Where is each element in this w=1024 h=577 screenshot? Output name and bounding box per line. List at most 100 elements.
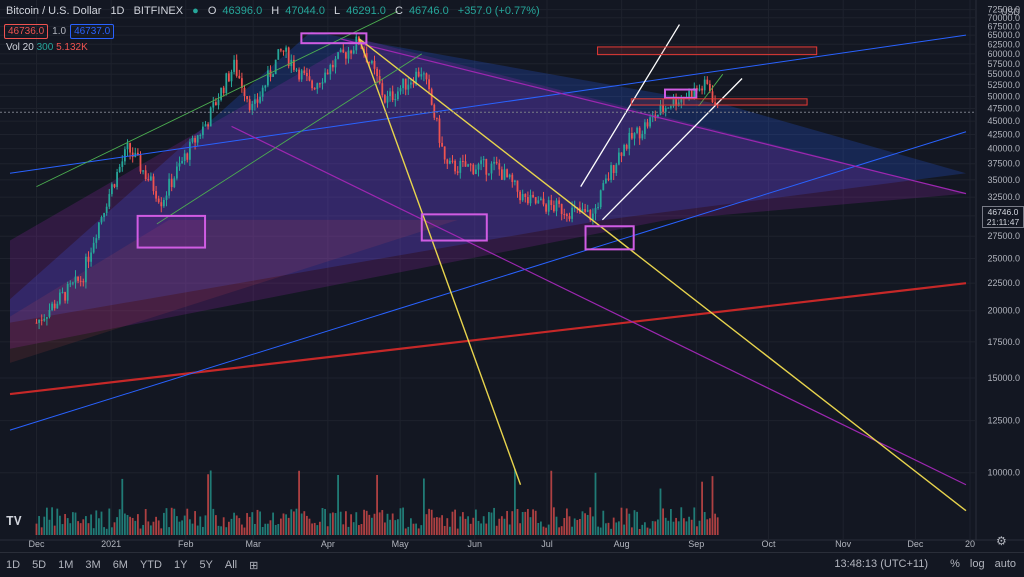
volume-bar [201,526,204,535]
candle [105,206,108,213]
volume-bar [589,507,592,535]
candle [500,169,503,180]
candle [347,50,350,59]
bottom-toolbar: 1D 5D 1M 3M 6M YTD 1Y 5Y All ⊞ 13:48:13 … [0,552,1024,577]
candle [222,87,225,94]
candle [433,104,436,118]
volume-bar [433,517,436,535]
tf-1d[interactable]: 1D [6,559,21,571]
candle [246,96,248,100]
tf-1y[interactable]: 1Y [173,559,188,571]
candle [253,99,256,104]
tf-ytd[interactable]: YTD [139,559,162,571]
tradingview-logo-icon[interactable]: 𝐓𝐕 [6,514,22,528]
volume-bar [638,528,641,535]
magenta-box-jul [584,225,635,251]
volume-bar [329,513,332,535]
candle [399,88,402,92]
tf-1m[interactable]: 1M [58,559,74,571]
candle [698,88,701,91]
volume-bar [217,525,220,535]
compare-range-icon[interactable]: ⊞ [249,559,259,572]
volume-bar [108,508,111,535]
volume-bar [599,527,602,535]
green-channel-upper [36,10,398,188]
candle [662,105,664,112]
candle [641,133,644,139]
buy-price[interactable]: 46737.0 [70,24,115,39]
tf-all[interactable]: All [224,559,238,571]
y-tick-label: 35000.0 [987,175,1020,185]
tf-3m[interactable]: 3M [85,559,101,571]
volume-bar [422,478,425,535]
volume-bar [295,508,298,535]
volume-bar [238,518,241,535]
y-tick-label: 42500.0 [987,129,1020,139]
tf-5d[interactable]: 5D [32,559,47,571]
candle [615,164,618,174]
gear-icon[interactable]: ⚙ [996,534,1007,548]
symbol-name[interactable]: Bitcoin / U.S. Dollar [6,5,102,17]
currency-label: USD [1001,7,1021,17]
candle [238,75,241,79]
candle [217,99,220,106]
candle [389,91,391,97]
volume-bar [469,523,472,535]
volume-bar [282,513,285,535]
volume-bar [701,481,703,535]
volume-bar [118,509,121,535]
candle [625,144,628,149]
tf-6m[interactable]: 6M [112,559,128,571]
volume-bar [365,510,368,535]
log-toggle[interactable]: log [969,558,985,570]
magenta-box-jan [136,214,207,249]
price-chart[interactable]: 10000.0 12500.0 15000.0 17500.0 20000.0 22500… [0,0,1024,552]
magenta-box-top [300,32,368,45]
candle [337,52,339,59]
y-tick-label: 22500.0 [987,278,1020,288]
volume-bar [274,524,277,535]
candle [428,79,430,90]
symbol-legend: Bitcoin / U.S. Dollar 1D BITFINEX ● O 463… [6,5,546,17]
auto-toggle[interactable]: auto [994,558,1016,570]
candle [77,276,79,281]
candle [287,47,290,67]
candle [454,160,456,172]
volume-bar [129,516,131,535]
candle [526,197,529,204]
x-tick-label: Dec [28,539,45,549]
sell-price[interactable]: 46736.0 [4,24,49,39]
percent-toggle[interactable]: % [950,558,960,570]
volume-bar [331,512,334,535]
candle [607,178,610,180]
volume-bar [45,507,48,535]
volume-bar [230,518,233,535]
volume-bar [191,523,194,535]
x-tick-label: Aug [614,539,630,549]
volume-bar [165,508,168,535]
tf-5y[interactable]: 5Y [199,559,213,571]
clock[interactable]: 13:48:13 (UTC+11) [834,558,928,570]
volume-bar [373,513,376,535]
volume-bar [95,510,98,535]
candle [420,74,423,77]
volume-bar [123,513,126,535]
volume-bar [389,519,391,535]
interval[interactable]: 1D [110,5,125,17]
candle [610,165,612,180]
status-dot-icon: ● [192,5,199,17]
candle [370,60,373,64]
volume-bar [178,521,181,535]
volume-bar [558,527,560,535]
candle [485,158,488,175]
volume-bar [630,527,633,535]
volume-bar [347,526,350,535]
volume-bar [485,523,488,535]
volume-bar [378,512,381,535]
candle [165,195,168,200]
low-label: L [334,5,341,17]
candle [404,78,407,90]
candle [311,80,313,89]
volume-bar [79,523,82,535]
